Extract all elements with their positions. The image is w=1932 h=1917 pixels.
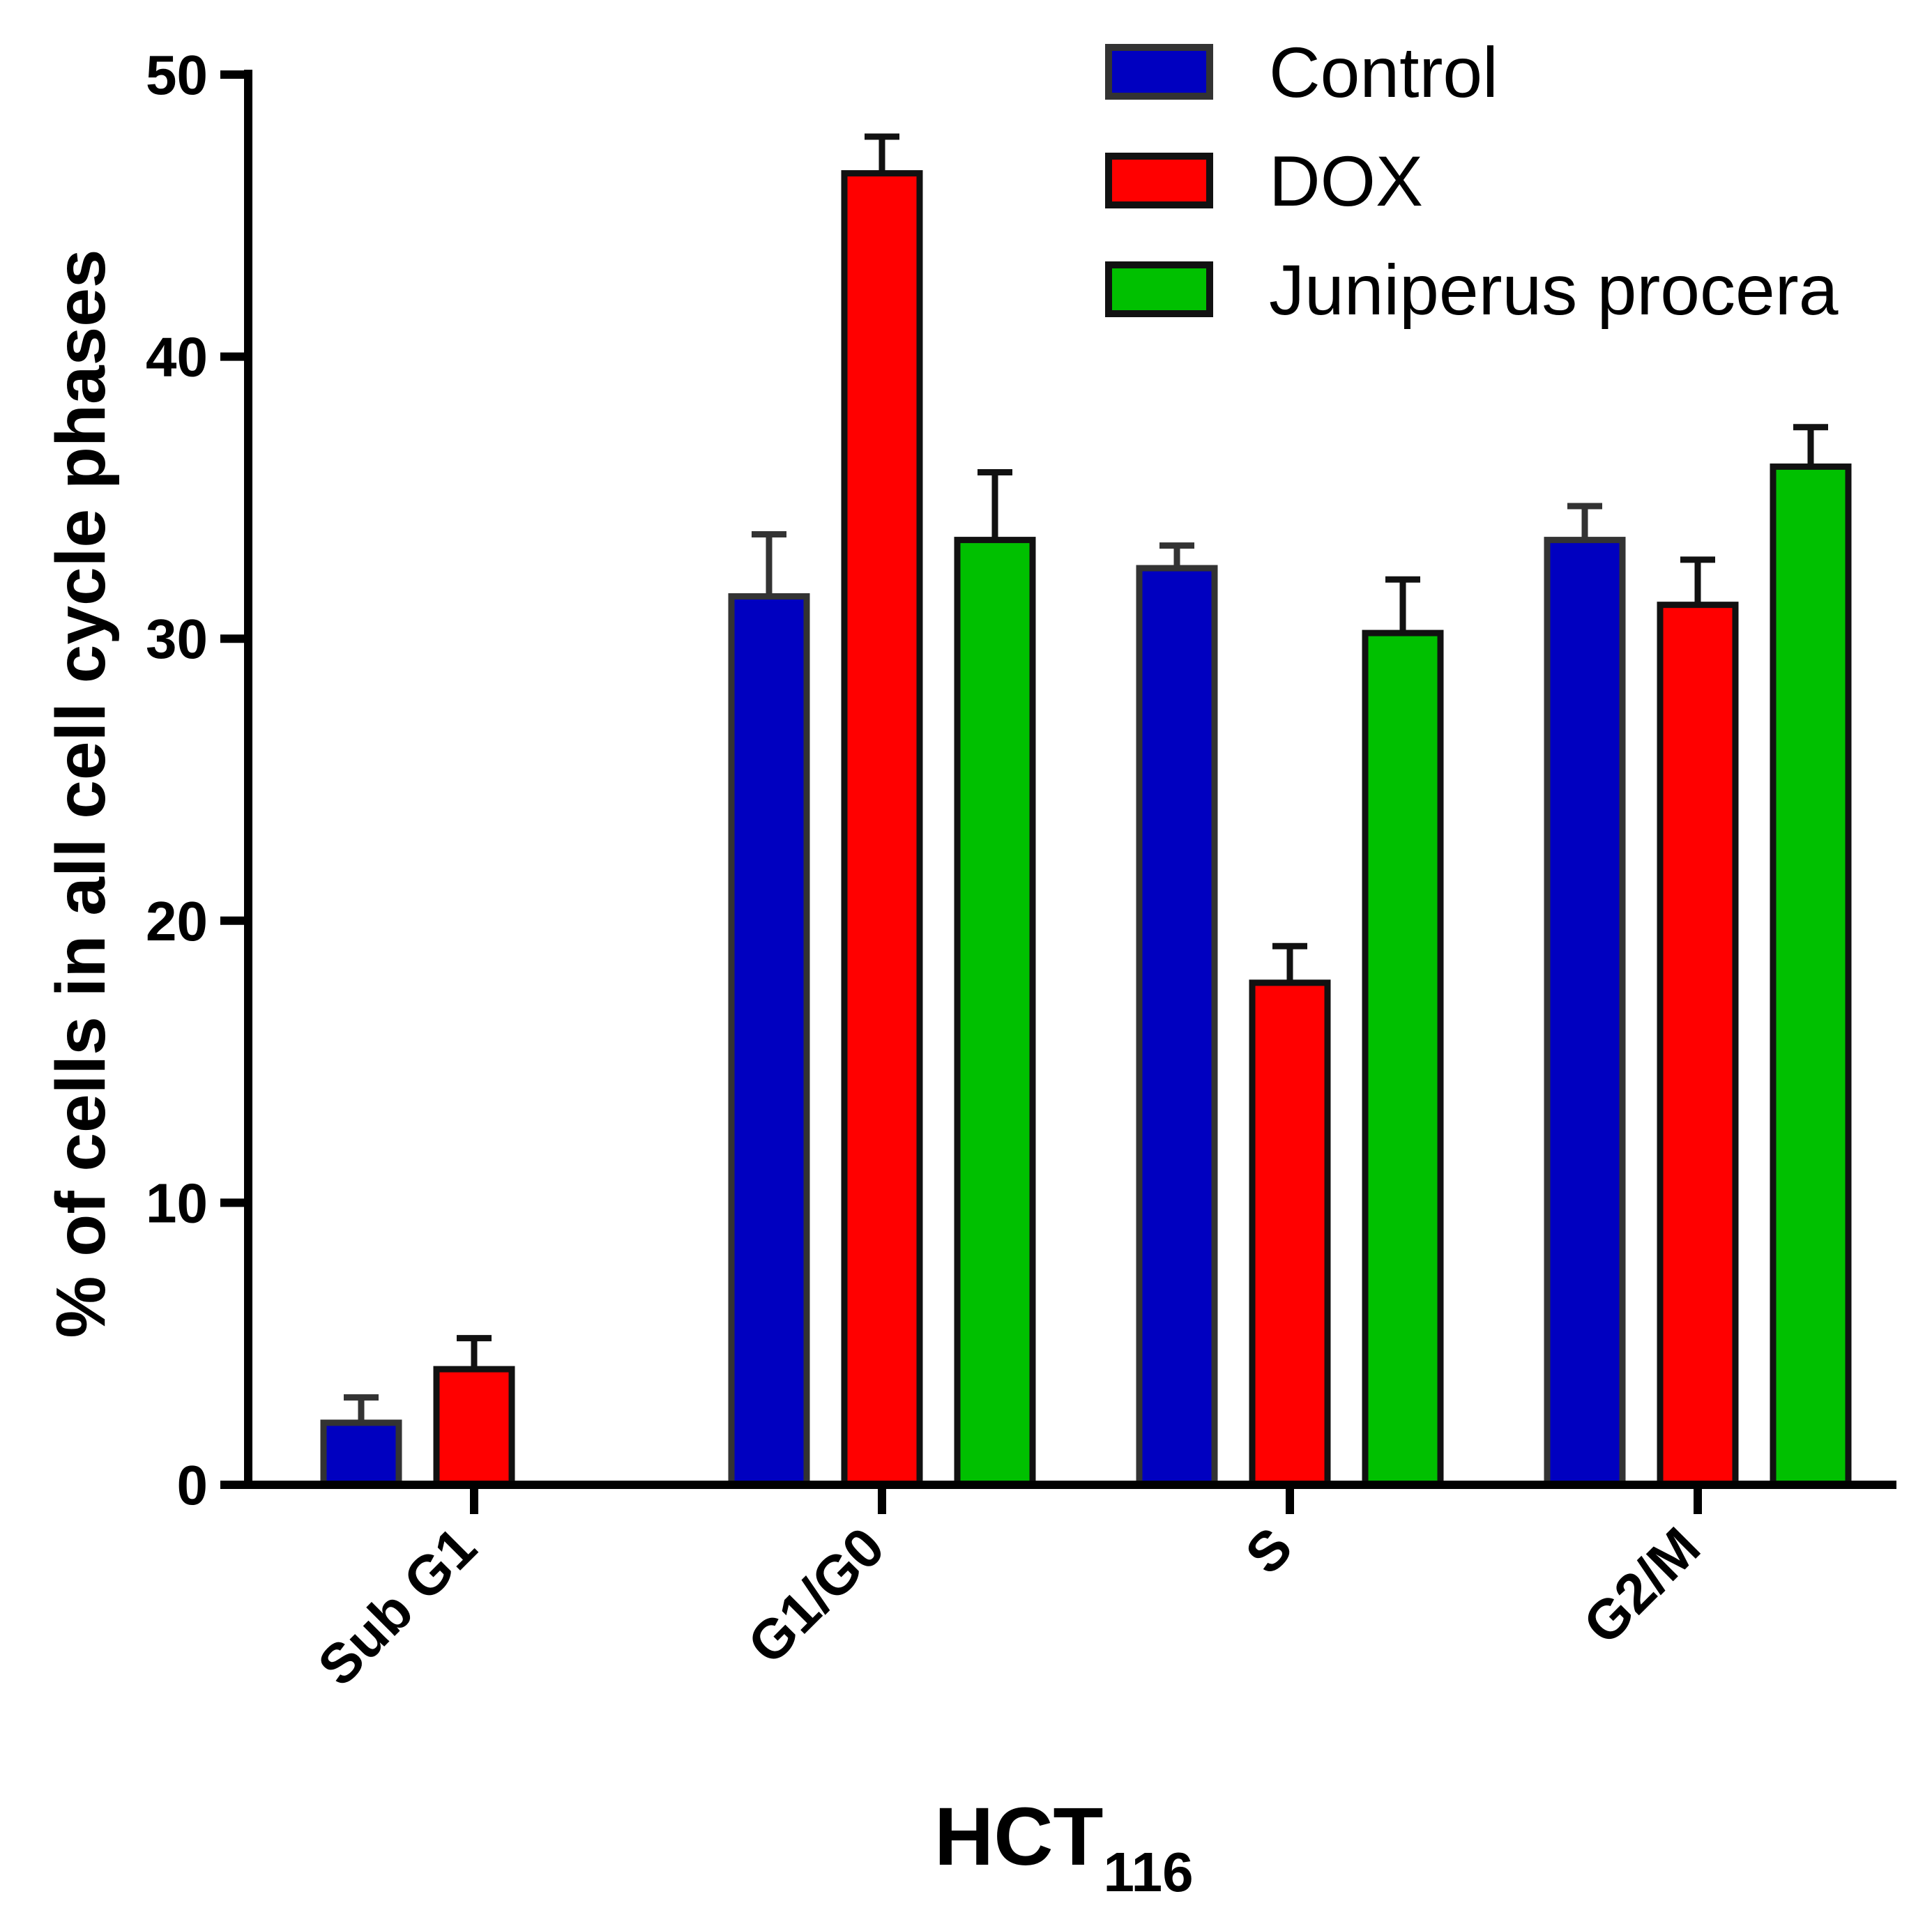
bar-dox-g2-m — [1657, 602, 1739, 1488]
y-tick-label-30: 30 — [146, 608, 208, 670]
x-axis-title-subscript: 116 — [1104, 1841, 1194, 1903]
y-tick-label-10: 10 — [146, 1172, 208, 1234]
bar-control-g2-m — [1544, 537, 1626, 1488]
x-tick-label-g2-m: G2/M — [1572, 1515, 1712, 1656]
y-tick-label-0: 0 — [177, 1454, 208, 1516]
legend-swatch-dox — [1105, 153, 1213, 208]
y-tick-label-40: 40 — [146, 326, 208, 388]
bar-juniperus-procera-g1-g0 — [954, 537, 1036, 1488]
x-axis-title: HCT116 — [934, 1791, 1194, 1903]
bar-dox-sub-g1 — [433, 1366, 515, 1488]
x-axis-title-main: HCT — [934, 1791, 1104, 1883]
bar-dox-s — [1249, 979, 1331, 1488]
legend-label-control: Control — [1269, 33, 1498, 112]
legend-swatch-control — [1105, 44, 1213, 100]
legend: Control DOX Juniperus procera — [1105, 33, 1839, 330]
bar-control-sub-g1 — [320, 1419, 402, 1488]
x-tick-label-sub-g1: Sub G1 — [306, 1515, 488, 1697]
bar-dox-g1-g0 — [841, 170, 923, 1488]
bars-layer — [320, 133, 1852, 1488]
legend-swatch-juniperus-procera — [1105, 261, 1213, 317]
bar-control-s — [1136, 565, 1218, 1488]
x-tick-label-s: S — [1233, 1515, 1304, 1586]
bar-control-g1-g0 — [728, 593, 810, 1488]
bar-juniperus-procera-s — [1362, 629, 1444, 1488]
y-axis-title: % of cells in all cell cycle phases — [42, 250, 120, 1338]
legend-label-dox: DOX — [1269, 142, 1423, 221]
y-tick-label-50: 50 — [146, 44, 208, 106]
axis-titles: % of cells in all cell cycle phases HCT11… — [42, 250, 1194, 1903]
x-tick-label-g1-g0: G1/G0 — [736, 1515, 896, 1676]
bar-juniperus-procera-g2-m — [1770, 463, 1852, 1488]
legend-label-juniperus-procera: Juniperus procera — [1269, 250, 1839, 330]
y-tick-label-20: 20 — [146, 890, 208, 952]
